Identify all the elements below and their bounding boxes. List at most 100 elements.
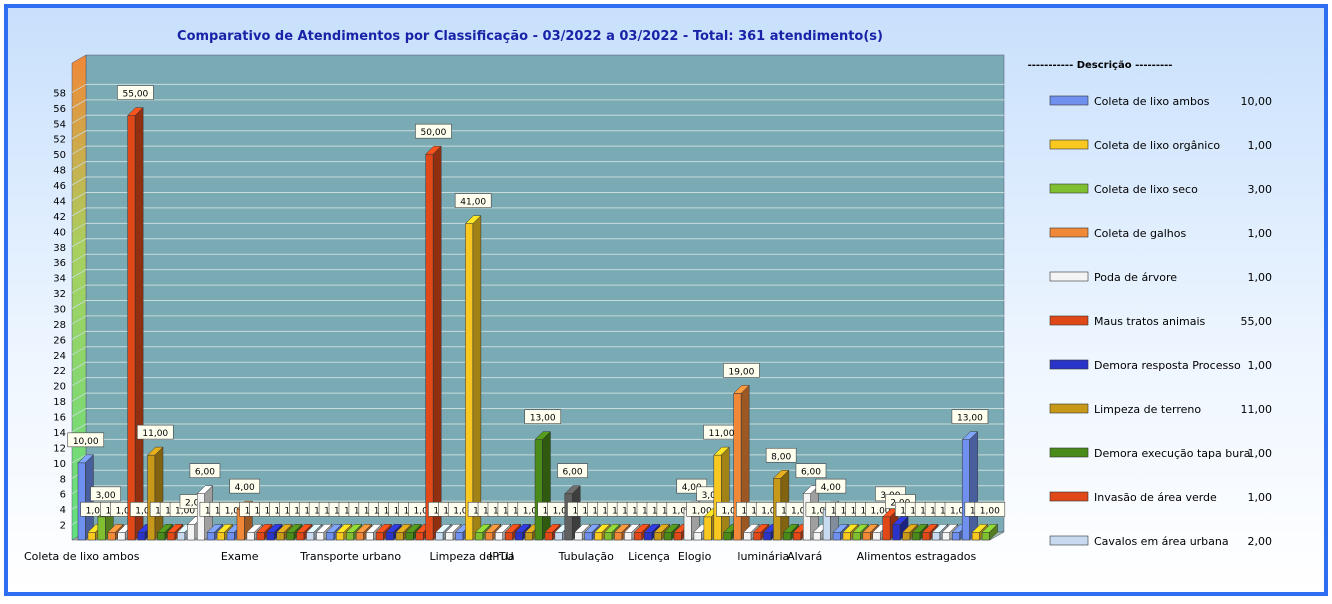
value-label-box xyxy=(815,478,847,494)
legend-value: 1,00 xyxy=(1248,139,1273,152)
legend-label: Cavalos em área urbana xyxy=(1094,535,1229,548)
bar-side xyxy=(134,106,144,541)
value-label: 1,00 xyxy=(811,506,831,516)
bar-front xyxy=(226,532,235,541)
value-label: 6,00 xyxy=(563,468,583,478)
value-label: 1,00 xyxy=(672,506,692,516)
bar-front xyxy=(723,532,732,541)
value-label: 4,00 xyxy=(682,483,702,493)
bar-front xyxy=(345,532,354,541)
y-tick-label: 10 xyxy=(53,459,66,470)
bar-front xyxy=(604,532,613,541)
bar xyxy=(961,431,979,541)
chart-title: Comparativo de Atendimentos por Classifi… xyxy=(177,29,883,44)
y-tick xyxy=(71,408,87,417)
y-tick xyxy=(71,284,87,294)
legend-swatch xyxy=(1049,183,1089,194)
bar-front xyxy=(425,153,434,541)
bar-front xyxy=(872,532,881,541)
value-label: 1,00 xyxy=(453,506,473,516)
legend-swatch xyxy=(1049,491,1089,502)
bar-front xyxy=(952,532,960,541)
value-label: 1,00 xyxy=(791,506,811,516)
bar-front xyxy=(852,532,861,541)
bar-front xyxy=(693,532,702,541)
value-label: 1,00 xyxy=(553,506,573,516)
value-label: 1,00 xyxy=(86,506,106,516)
y-tick-label: 40 xyxy=(53,227,66,238)
y-tick-label: 4 xyxy=(60,505,66,516)
y-tick-label: 42 xyxy=(53,212,66,223)
bar-front xyxy=(614,532,623,541)
bar-front xyxy=(504,532,513,541)
bar-front xyxy=(673,532,682,541)
bar-front xyxy=(544,532,553,541)
value-label-box xyxy=(117,85,154,100)
value-label-box xyxy=(189,463,221,479)
y-tick-label: 8 xyxy=(60,474,66,485)
bar-front xyxy=(574,532,583,541)
y-tick xyxy=(71,253,87,263)
value-label: 11,00 xyxy=(709,429,735,439)
bar-side xyxy=(989,523,998,541)
y-tick xyxy=(71,99,87,109)
bar-front xyxy=(485,532,494,541)
bar-side xyxy=(721,446,730,541)
value-label: 1,00 xyxy=(950,506,970,516)
y-tick-label: 26 xyxy=(53,335,66,346)
y-tick xyxy=(71,331,87,340)
bar-front xyxy=(892,524,901,541)
bar-front xyxy=(812,532,821,541)
bar-front xyxy=(584,532,593,541)
bar-front xyxy=(961,439,970,541)
y-tick xyxy=(71,84,87,93)
y-tick-label: 28 xyxy=(53,320,66,331)
bar-front xyxy=(296,532,305,541)
bar-front xyxy=(167,532,176,541)
bar xyxy=(405,523,422,541)
bar xyxy=(425,145,442,541)
y-tick-label: 2 xyxy=(60,521,66,532)
value-label: 55,00 xyxy=(123,90,149,100)
bar-front xyxy=(793,532,802,541)
x-tick-label: Alimentos estragados xyxy=(857,550,977,563)
bar-front xyxy=(206,532,215,541)
bar-front xyxy=(107,532,116,541)
value-label: 3,00 xyxy=(96,491,116,501)
bar-front xyxy=(266,532,275,541)
value-label: 1,00 xyxy=(135,506,155,516)
legend-value: 1,00 xyxy=(1248,227,1273,240)
legend-value: 3,00 xyxy=(1248,183,1273,196)
y-tick xyxy=(71,161,87,170)
legend-value: 10,00 xyxy=(1241,95,1273,108)
value-label-box xyxy=(415,123,452,139)
value-label: 1,00 xyxy=(870,506,890,516)
value-label: 2,00 xyxy=(185,499,205,509)
y-tick xyxy=(71,222,87,232)
bar-side xyxy=(740,384,750,541)
legend-label: Coleta de lixo seco xyxy=(1094,183,1198,196)
bar-front xyxy=(355,532,364,541)
value-label: 19,00 xyxy=(729,367,755,377)
value-label: 1,00 xyxy=(225,506,245,516)
y-tick-label: 46 xyxy=(53,181,66,192)
y-tick xyxy=(71,361,87,371)
bar-front xyxy=(286,532,295,541)
y-tick-label: 58 xyxy=(53,88,66,99)
value-label: 3,00 xyxy=(702,491,722,501)
bar-front xyxy=(743,532,752,541)
bar-front xyxy=(624,532,633,541)
value-label-box xyxy=(974,501,1006,517)
bar-front xyxy=(713,454,722,541)
bar-front xyxy=(912,532,921,541)
value-label: 1,00 xyxy=(523,506,543,516)
value-label: 13,00 xyxy=(530,414,556,424)
y-tick-label: 44 xyxy=(53,196,66,207)
legend-swatch xyxy=(1049,535,1089,546)
legend-value: 1,00 xyxy=(1248,491,1273,504)
bar-front xyxy=(634,532,643,541)
legend-swatch xyxy=(1049,95,1089,106)
y-tick-label: 32 xyxy=(53,289,66,300)
